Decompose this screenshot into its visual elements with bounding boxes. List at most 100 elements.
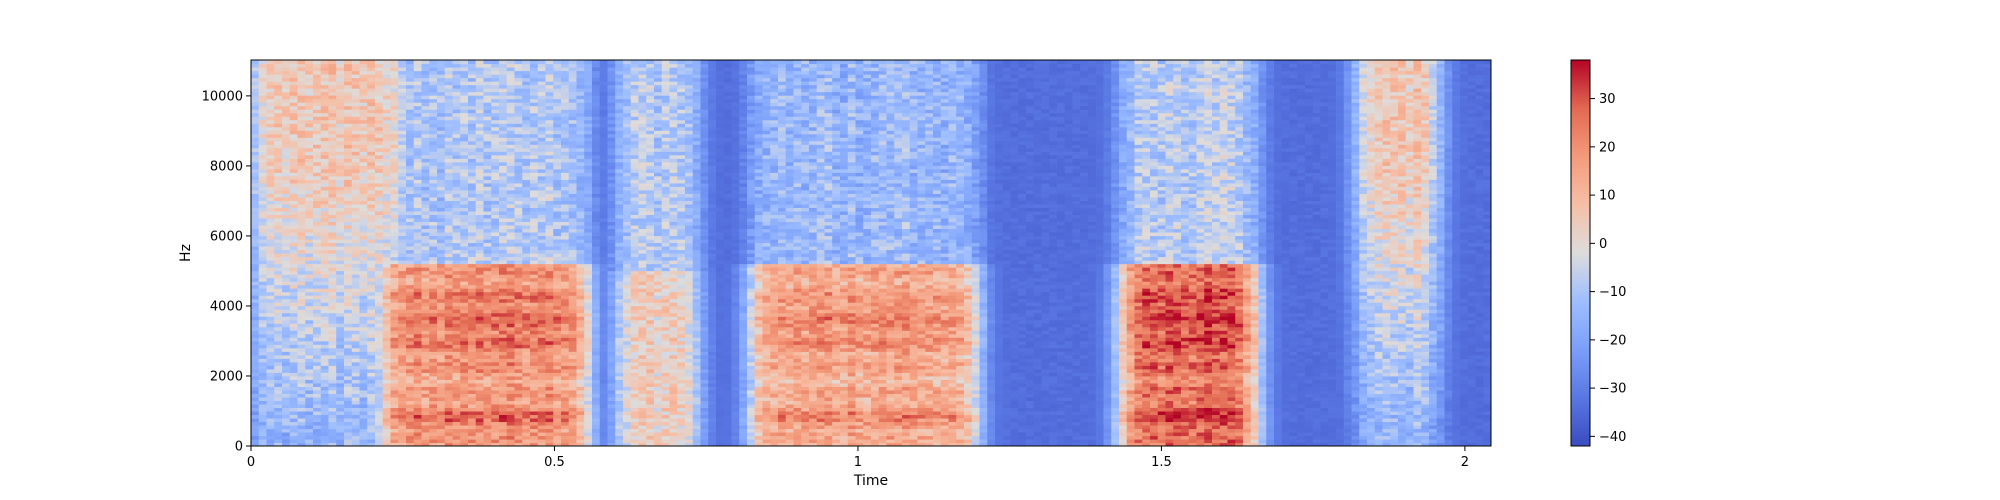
heatmap-cell [460, 158, 469, 163]
heatmap-cell [297, 189, 306, 194]
heatmap-cell [390, 172, 399, 177]
heatmap-cell [313, 323, 322, 328]
heatmap-cell [599, 347, 609, 352]
heatmap-cell [413, 81, 423, 86]
heatmap-cell [305, 203, 314, 208]
heatmap-cell [553, 368, 562, 373]
heatmap-cell [344, 344, 353, 349]
heatmap-cell [460, 424, 469, 430]
heatmap-cell [390, 305, 399, 310]
heatmap-cell [289, 231, 299, 237]
heatmap-cell [266, 133, 275, 138]
heatmap-cell [274, 435, 283, 440]
heatmap-cell [390, 126, 399, 131]
heatmap-cell [375, 312, 384, 317]
heatmap-cell [545, 407, 554, 412]
heatmap-cell [375, 435, 384, 440]
heatmap-cell [429, 242, 438, 247]
heatmap-cell [468, 158, 477, 163]
heatmap-cell [320, 435, 330, 440]
heatmap-cell [367, 147, 376, 152]
heatmap-cell [359, 179, 368, 184]
heatmap-cell [421, 368, 430, 373]
heatmap-cell [576, 207, 585, 212]
heatmap-cell [576, 263, 585, 268]
heatmap-cell [576, 231, 585, 237]
heatmap-cell [483, 88, 492, 93]
heatmap-cell [514, 337, 523, 342]
heatmap-cell [351, 400, 361, 405]
heatmap-cell [522, 242, 531, 247]
heatmap-cell [468, 98, 477, 103]
heatmap-cell [429, 200, 438, 205]
heatmap-cell [429, 326, 438, 331]
heatmap-cell [576, 168, 585, 173]
heatmap-cell [522, 337, 531, 342]
heatmap-cell [336, 344, 345, 349]
heatmap-cell [375, 386, 384, 391]
heatmap-cell [475, 263, 485, 268]
heatmap-cell [398, 235, 407, 240]
heatmap-cell [499, 179, 508, 184]
heatmap-cell [328, 102, 337, 107]
heatmap-cell [274, 393, 283, 398]
heatmap-cell [320, 200, 330, 205]
heatmap-cell [483, 172, 492, 177]
heatmap-cell [406, 351, 415, 356]
heatmap-cell [460, 98, 469, 103]
heatmap-cell [460, 288, 469, 293]
heatmap-cell [258, 253, 268, 258]
heatmap-cell [328, 312, 337, 317]
heatmap-cell [390, 368, 399, 373]
heatmap-cell [367, 193, 376, 198]
heatmap-cell [282, 414, 291, 419]
heatmap-cell [305, 291, 314, 296]
heatmap-cell [274, 70, 283, 75]
heatmap-cell [514, 88, 523, 93]
heatmap-cell [313, 309, 322, 314]
heatmap-cell [282, 228, 291, 233]
heatmap-cell [437, 333, 446, 338]
heatmap-cell [599, 340, 609, 345]
heatmap-cell [421, 424, 430, 430]
heatmap-cell [297, 158, 306, 163]
heatmap-cell [584, 189, 593, 194]
heatmap-cell [429, 354, 438, 359]
heatmap-cell [506, 309, 516, 314]
heatmap-cell [258, 74, 268, 79]
heatmap-cell [537, 382, 547, 387]
heatmap-cell [483, 112, 492, 117]
heatmap-cell [599, 431, 609, 437]
heatmap-cell [251, 263, 260, 268]
heatmap-cell [413, 365, 423, 370]
heatmap-cell [452, 351, 461, 356]
heatmap-cell [514, 137, 523, 142]
heatmap-cell [289, 326, 299, 331]
heatmap-cell [599, 302, 609, 307]
heatmap-cell [468, 70, 477, 75]
heatmap-cell [437, 372, 446, 377]
heatmap-cell [437, 151, 446, 156]
heatmap-cell [568, 98, 578, 103]
heatmap-cell [530, 368, 539, 373]
heatmap-cell [382, 361, 392, 366]
heatmap-cell [274, 260, 283, 265]
heatmap-cell [282, 231, 291, 237]
heatmap-cell [351, 116, 361, 121]
heatmap-cell [468, 302, 477, 307]
heatmap-cell [258, 407, 268, 412]
heatmap-cell [351, 182, 361, 187]
heatmap-cell [537, 193, 547, 198]
heatmap-cell [584, 309, 593, 314]
heatmap-cell [406, 414, 415, 419]
heatmap-cell [584, 207, 593, 212]
heatmap-cell [592, 438, 601, 444]
heatmap-cell [320, 63, 330, 68]
heatmap-cell [491, 84, 500, 89]
heatmap-cell [282, 133, 291, 138]
heatmap-cell [344, 147, 353, 152]
heatmap-cell [506, 210, 516, 215]
heatmap-cell [530, 77, 539, 82]
heatmap-cell [406, 284, 415, 289]
heatmap-cell [460, 354, 469, 359]
